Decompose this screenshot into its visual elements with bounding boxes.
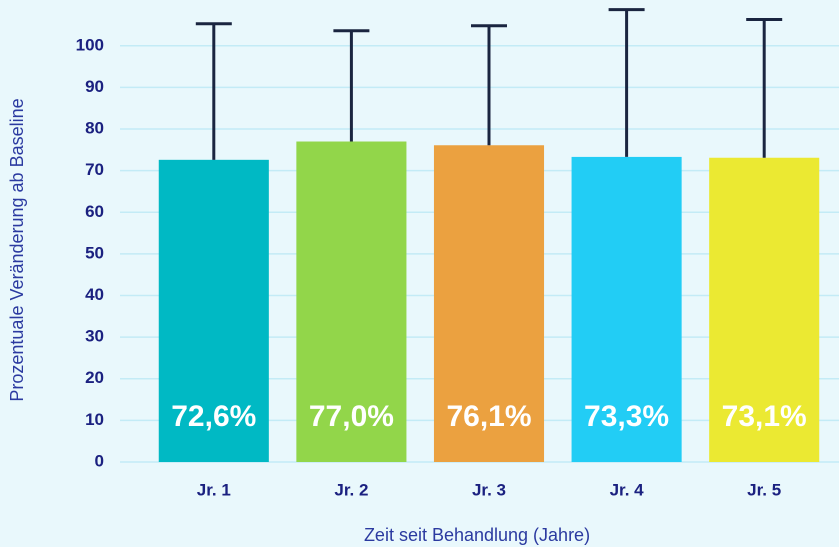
bar (296, 141, 407, 462)
y-tick-label: 50 (85, 243, 104, 262)
y-tick-label: 60 (85, 202, 104, 221)
y-tick-label: 30 (85, 327, 104, 346)
x-tick-label: Jr. 2 (334, 480, 368, 499)
y-axis-title: Prozentuale Veränderung ab Baseline (7, 98, 27, 401)
value-label: 73,1% (722, 400, 807, 433)
y-tick-label: 70 (85, 160, 104, 179)
x-tick-label: Jr. 1 (197, 480, 231, 499)
value-label: 72,6% (171, 400, 256, 433)
y-tick-label: 40 (85, 285, 104, 304)
y-tick-label: 90 (85, 77, 104, 96)
y-tick-label: 80 (85, 119, 104, 138)
value-label: 73,3% (584, 400, 669, 433)
x-tick-label: Jr. 4 (610, 480, 645, 499)
x-axis-title: Zeit seit Behandlung (Jahre) (364, 525, 590, 545)
y-tick-label: 20 (85, 368, 104, 387)
bar (433, 145, 545, 462)
y-tick-label: 10 (85, 410, 104, 429)
value-label: 77,0% (309, 400, 394, 433)
bar (158, 159, 269, 462)
x-tick-label: Jr. 3 (472, 480, 506, 499)
bar (571, 156, 682, 462)
x-tick-label: Jr. 5 (747, 480, 781, 499)
bar (709, 157, 820, 462)
y-tick-label: 100 (76, 35, 104, 54)
value-label: 76,1% (446, 400, 531, 433)
y-tick-label: 0 (95, 451, 104, 470)
